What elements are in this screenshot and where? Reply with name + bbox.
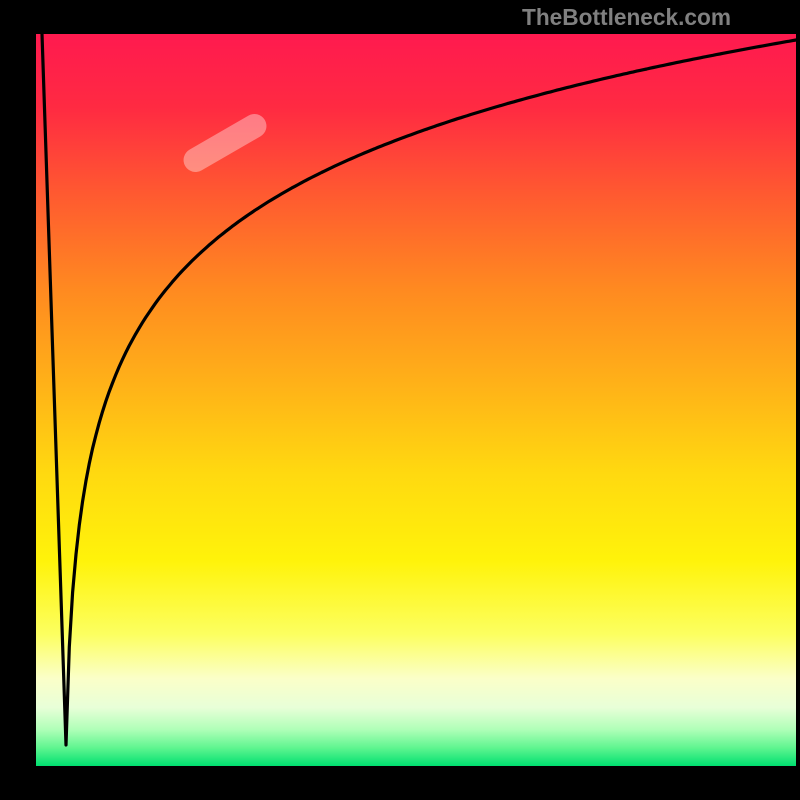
canvas: TheBottleneck.com — [0, 0, 800, 800]
watermark-text: TheBottleneck.com — [522, 4, 731, 31]
plot-area — [36, 34, 796, 766]
